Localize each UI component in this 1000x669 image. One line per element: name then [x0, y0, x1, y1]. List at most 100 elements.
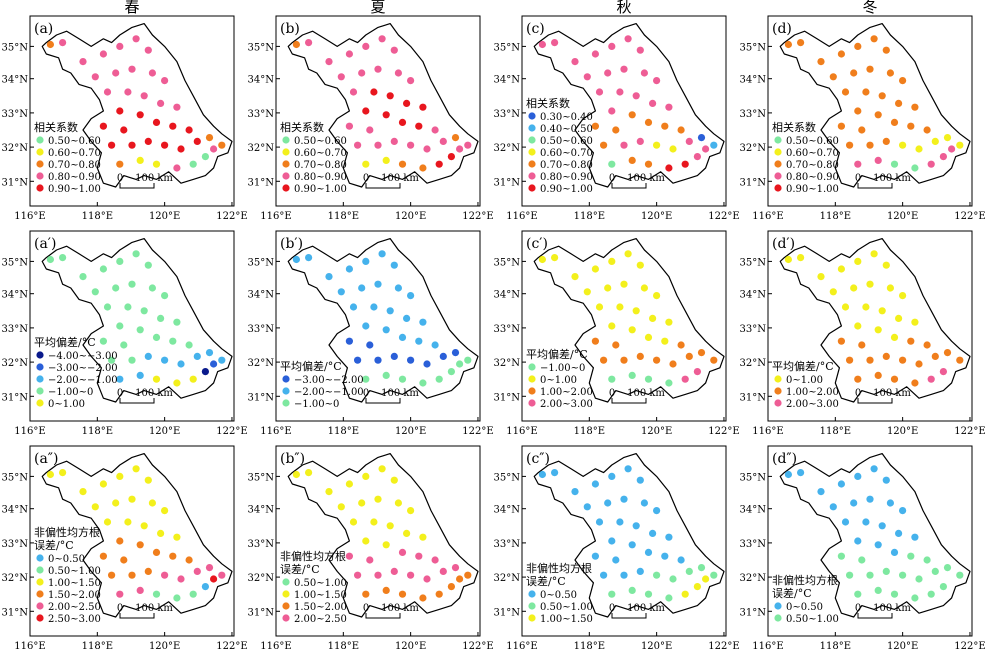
station-dot [636, 137, 644, 145]
legend-item-label: 0.50~0.60 [540, 136, 593, 147]
station-dot [419, 594, 427, 602]
legend-item-label: −1.00~0 [540, 363, 585, 374]
station-dot [608, 322, 616, 330]
station-dot [616, 88, 624, 96]
station-dot [797, 39, 805, 47]
station-dot [649, 314, 657, 322]
station-dot [911, 318, 919, 326]
legend-item-label: 0.80~0.90 [786, 172, 839, 183]
station-dot [205, 134, 214, 142]
lon-tick-label: 116°E [14, 211, 45, 222]
map-panel: 35°N 34°N 33°N 32°N 31°N 116°E 118°E 120°E 122°E… [494, 230, 740, 437]
panel-frame [275, 230, 481, 422]
lon-tick-label: 122°E [954, 426, 985, 437]
station-dot [419, 103, 427, 111]
station-dot [386, 522, 394, 530]
lon-tick-label: 116°E [260, 641, 291, 652]
station-dot [59, 254, 67, 262]
station-dot [337, 503, 345, 511]
station-dot [337, 73, 345, 81]
province-outline [533, 238, 725, 403]
legend-item-label: 0.90~1.00 [48, 184, 101, 195]
station-dot [710, 141, 718, 149]
legend-swatch [774, 602, 782, 610]
station-dot [201, 368, 209, 376]
legend-item-label: 0~0.50 [540, 590, 577, 601]
station-dot [415, 552, 423, 560]
station-dot [644, 590, 653, 598]
province-outline [287, 238, 479, 403]
station-dot [878, 522, 886, 530]
station-dot [858, 556, 866, 564]
scale-bar-zero: 0 [117, 603, 123, 614]
station-dot [103, 518, 112, 526]
station-dot [185, 126, 193, 134]
station-dot [600, 571, 608, 579]
station-dot [91, 503, 99, 511]
station-dot [899, 77, 907, 85]
legend-swatch [774, 172, 782, 180]
station-dot [161, 507, 169, 515]
station-dot [939, 153, 948, 161]
legend-swatch [528, 136, 536, 144]
legend-title: 误差/°C [280, 562, 320, 576]
map-panel: 35°N 34°N 33°N 32°N 31°N 116°E 118°E 120°E 122°E… [248, 230, 494, 437]
panel-frame [521, 445, 727, 637]
season-header-1: 春 [124, 0, 139, 16]
station-dot [419, 318, 427, 326]
station-dot [144, 261, 152, 269]
station-dot [604, 69, 612, 77]
lat-tick-label: 35°N [494, 42, 521, 53]
lon-tick-label: 116°E [506, 211, 537, 222]
station-dot [649, 99, 657, 107]
legend-title: 平均偏差/°C [772, 359, 834, 373]
station-dot [628, 541, 636, 549]
lon-tick-label: 116°E [260, 426, 291, 437]
station-dot [677, 341, 685, 349]
station-dot [697, 564, 706, 572]
station-dot [644, 375, 653, 383]
station-dot [103, 303, 112, 311]
legend-item-label: 2.00~3.00 [540, 399, 593, 410]
station-dot [136, 541, 144, 549]
legend-item-label: 1.00~2.00 [786, 387, 839, 398]
lat-tick-label: 35°N [2, 257, 29, 268]
lat-tick-label: 31°N [2, 392, 29, 403]
station-dot [292, 255, 300, 264]
scale-bar [611, 613, 647, 619]
station-dot [886, 284, 895, 292]
station-dot [797, 469, 805, 477]
station-dot [616, 303, 624, 311]
station-dot [636, 476, 644, 484]
lat-tick-label: 31°N [248, 607, 275, 618]
station-dot [398, 590, 407, 598]
station-dot [398, 548, 407, 557]
legend-swatch [528, 363, 536, 371]
lat-tick-label: 32°N [2, 143, 29, 154]
season-header-3: 秋 [616, 0, 631, 16]
station-dot [305, 469, 313, 477]
lat-tick-label: 34°N [494, 75, 521, 86]
lat-tick-label: 32°N [494, 573, 521, 584]
legend-swatch [282, 172, 290, 180]
legend-item-label: 0.70~0.80 [48, 160, 101, 171]
station-dot [866, 495, 874, 503]
scale-bar-zero: 0 [363, 173, 369, 184]
station-dot [927, 590, 935, 598]
legend-title: 相关系数 [34, 120, 78, 134]
legend-swatch [282, 602, 290, 610]
station-dot [956, 571, 964, 579]
station-dot [591, 552, 600, 560]
lon-tick-label: 116°E [752, 211, 783, 222]
province-outline [779, 23, 971, 188]
station-dot [829, 73, 837, 81]
station-dot [362, 257, 370, 265]
lon-tick-label: 118°E [82, 641, 113, 652]
lon-tick-label: 120°E [887, 641, 918, 652]
station-dot [583, 503, 591, 511]
station-dot [345, 337, 353, 345]
station-dot [99, 480, 107, 488]
legend-swatch [774, 387, 782, 395]
lat-tick-label: 33°N [2, 109, 29, 120]
station-dot [538, 255, 547, 264]
